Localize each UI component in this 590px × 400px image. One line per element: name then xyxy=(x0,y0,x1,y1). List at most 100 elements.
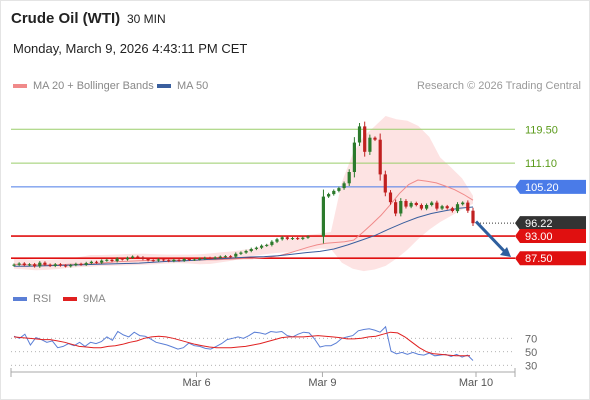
legend-ma20-bollinger: MA 20 + Bollinger Bands xyxy=(13,80,154,92)
candle-body xyxy=(445,206,449,209)
level-label-87.50: 87.50 xyxy=(525,253,553,265)
candle-body xyxy=(79,263,83,265)
legend-swatch-ma20 xyxy=(13,84,27,88)
candle-body xyxy=(100,260,104,263)
candle-body xyxy=(74,263,78,266)
candle-body xyxy=(321,196,325,237)
level-label-96.22: 96.22 xyxy=(525,218,553,230)
candle-body xyxy=(192,259,197,261)
legend-label-ma20: MA 20 + Bollinger Bands xyxy=(33,80,154,92)
candle-body xyxy=(208,257,212,259)
candle-body xyxy=(414,203,418,205)
candle-body xyxy=(394,202,398,214)
ma50-line xyxy=(14,206,474,267)
candle-body xyxy=(383,174,387,193)
legend-swatch-9ma xyxy=(63,297,77,301)
candle-body xyxy=(136,256,140,258)
candle-body xyxy=(182,259,186,261)
level-tag-105.20 xyxy=(515,179,586,194)
candle-body xyxy=(296,238,300,240)
rsi-series-9ma xyxy=(13,331,470,357)
datetime-label: Monday, March 9, 2026 4:43:11 PM CET xyxy=(13,41,248,56)
projection-arrow-head xyxy=(500,247,511,258)
candle-body xyxy=(342,183,346,189)
candle-body xyxy=(378,139,382,175)
candle-body xyxy=(146,259,150,261)
candle-body xyxy=(435,202,439,209)
candle-body xyxy=(17,263,21,265)
candle-body xyxy=(239,252,243,254)
candle-body xyxy=(332,190,336,195)
candle-body xyxy=(270,241,274,245)
level-label-111.10: 111.10 xyxy=(525,158,557,170)
candle-body xyxy=(466,202,470,211)
rsi-series-rsi xyxy=(13,325,474,361)
legend-label-9ma: 9MA xyxy=(83,293,106,305)
candle-body xyxy=(363,126,367,152)
candle-body xyxy=(187,259,191,260)
candle-body xyxy=(27,264,32,266)
rsi-tick-50: 50 xyxy=(525,347,537,359)
candle-body xyxy=(94,261,99,263)
candle-body xyxy=(455,204,460,212)
projection-arrow-shaft xyxy=(474,220,509,256)
candle-body xyxy=(12,264,16,266)
candle-body xyxy=(223,256,227,258)
candle-body xyxy=(430,202,434,205)
candle-body xyxy=(131,256,135,258)
candle-body xyxy=(229,256,233,258)
research-credit: Research © 2026 Trading Central xyxy=(416,80,581,92)
legend-9ma: 9MA xyxy=(63,293,106,305)
candle-body xyxy=(115,258,119,261)
candle-body xyxy=(69,265,73,267)
candle-body xyxy=(260,245,264,248)
level-label-105.20: 105.20 xyxy=(525,182,559,194)
legend-swatch-ma50 xyxy=(157,84,171,88)
candle-body xyxy=(89,261,93,263)
ma20-line xyxy=(13,179,474,266)
level-tag-93.00 xyxy=(515,229,586,244)
candle-body xyxy=(425,205,429,209)
candle-body xyxy=(388,192,393,203)
candle-body xyxy=(167,260,171,262)
candle-body xyxy=(203,257,207,259)
level-tag-96.22 xyxy=(515,216,586,231)
candle-body xyxy=(254,247,258,249)
rsi-tick-30: 30 xyxy=(525,360,537,372)
candle-body xyxy=(64,265,68,267)
candle-body xyxy=(177,259,181,261)
x-tick-label-0: Mar 6 xyxy=(182,377,210,389)
candle-body xyxy=(357,126,362,143)
candle-body xyxy=(419,205,423,209)
candle-body xyxy=(352,142,356,172)
legend-label-ma50: MA 50 xyxy=(177,80,209,92)
candle-body xyxy=(141,257,145,259)
candle-body xyxy=(409,203,413,207)
bollinger-band-fill xyxy=(14,116,473,272)
legend-swatch-rsi xyxy=(13,297,27,301)
candle-body xyxy=(110,259,114,261)
candle-body xyxy=(198,258,202,260)
candle-body xyxy=(22,263,26,266)
candle-body xyxy=(38,262,42,267)
level-label-119.50: 119.50 xyxy=(525,124,558,136)
candle-body xyxy=(450,208,454,211)
timeframe-label[interactable]: 30 MIN xyxy=(127,12,166,26)
candle-body xyxy=(265,244,269,246)
candle-body xyxy=(172,259,176,261)
candle-body xyxy=(337,188,341,191)
level-label-93.00: 93.00 xyxy=(525,231,553,243)
candle-body xyxy=(275,239,279,242)
legend-label-rsi: RSI xyxy=(33,293,52,305)
candle-body xyxy=(285,237,289,239)
candle-body xyxy=(306,236,310,238)
candle-body xyxy=(327,194,331,197)
candle-body xyxy=(125,257,130,260)
rsi-tick-70: 70 xyxy=(525,333,537,345)
candle-body xyxy=(399,201,403,214)
legend-ma50: MA 50 xyxy=(157,80,208,92)
candle-body xyxy=(440,206,444,209)
instrument-title: Crude Oil (WTI) xyxy=(11,10,121,27)
candle-body xyxy=(368,137,372,152)
